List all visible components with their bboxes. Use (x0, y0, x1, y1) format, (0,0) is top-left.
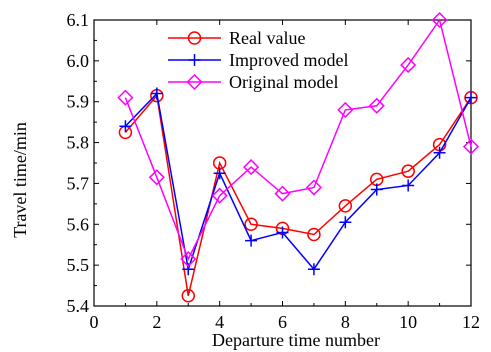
y-tick-label: 6.1 (67, 10, 90, 30)
legend-marker (187, 31, 202, 45)
data-point (402, 179, 415, 192)
x-tick-label: 4 (215, 312, 224, 332)
data-point (274, 185, 291, 202)
data-point (117, 89, 134, 106)
series-original-model (117, 11, 480, 268)
y-tick-label: 6.0 (67, 51, 90, 71)
data-point (338, 199, 353, 213)
legend-entry: Original model (168, 72, 338, 92)
y-tick-label: 5.5 (67, 255, 90, 275)
data-point (431, 11, 448, 29)
data-point (276, 226, 289, 239)
series-line (124, 18, 472, 261)
y-tick-label: 5.8 (67, 133, 90, 153)
data-point (243, 159, 260, 176)
data-point (462, 138, 480, 155)
data-point (370, 183, 383, 196)
y-tick-label: 5.7 (67, 173, 90, 193)
legend-label: Original model (229, 72, 338, 92)
x-tick-label: 0 (90, 312, 99, 332)
x-tick-label: 6 (278, 312, 287, 332)
data-point (181, 289, 195, 303)
data-point (307, 263, 320, 276)
series-improved-model (119, 87, 477, 276)
x-tick-label: 10 (399, 312, 417, 332)
series-line (124, 93, 472, 296)
y-tick-label: 5.6 (67, 214, 90, 234)
data-point (244, 217, 258, 232)
data-point (337, 101, 354, 118)
y-axis-label: Travel time/min (10, 122, 30, 238)
data-point (150, 87, 163, 100)
data-point (465, 91, 477, 104)
axis-ticks (93, 19, 472, 307)
data-point (307, 227, 321, 242)
data-point (305, 179, 322, 196)
data-point (433, 146, 446, 159)
series-real-value (118, 88, 478, 303)
axis-tick-labels: 0 2 4 6 8 10 12 5.4 5.5 5.6 5.7 5.8 5.9 6.0 6.1 (67, 10, 481, 332)
legend-label: Real value (229, 28, 305, 48)
legend-marker (186, 73, 203, 91)
x-tick-label: 8 (341, 312, 350, 332)
data-series (117, 11, 480, 303)
data-point (245, 234, 258, 247)
data-point (148, 169, 165, 186)
y-tick-label: 5.9 (67, 92, 90, 112)
y-tick-label: 5.4 (67, 296, 90, 316)
legend-entry: Improved model (168, 50, 348, 70)
x-tick-label: 12 (462, 312, 480, 332)
legend-entry: Real value (168, 28, 305, 48)
data-point (368, 97, 385, 114)
data-point (180, 250, 197, 268)
data-point (339, 216, 352, 229)
data-point (401, 164, 415, 178)
data-point (400, 56, 417, 74)
legend-marker (188, 54, 201, 66)
legend-label: Improved model (229, 50, 348, 70)
data-point (211, 187, 228, 204)
x-tick-label: 2 (152, 312, 161, 332)
x-axis-label: Departure time number (212, 330, 380, 350)
data-point (119, 120, 132, 133)
data-point (213, 167, 226, 180)
series-line (124, 91, 472, 271)
